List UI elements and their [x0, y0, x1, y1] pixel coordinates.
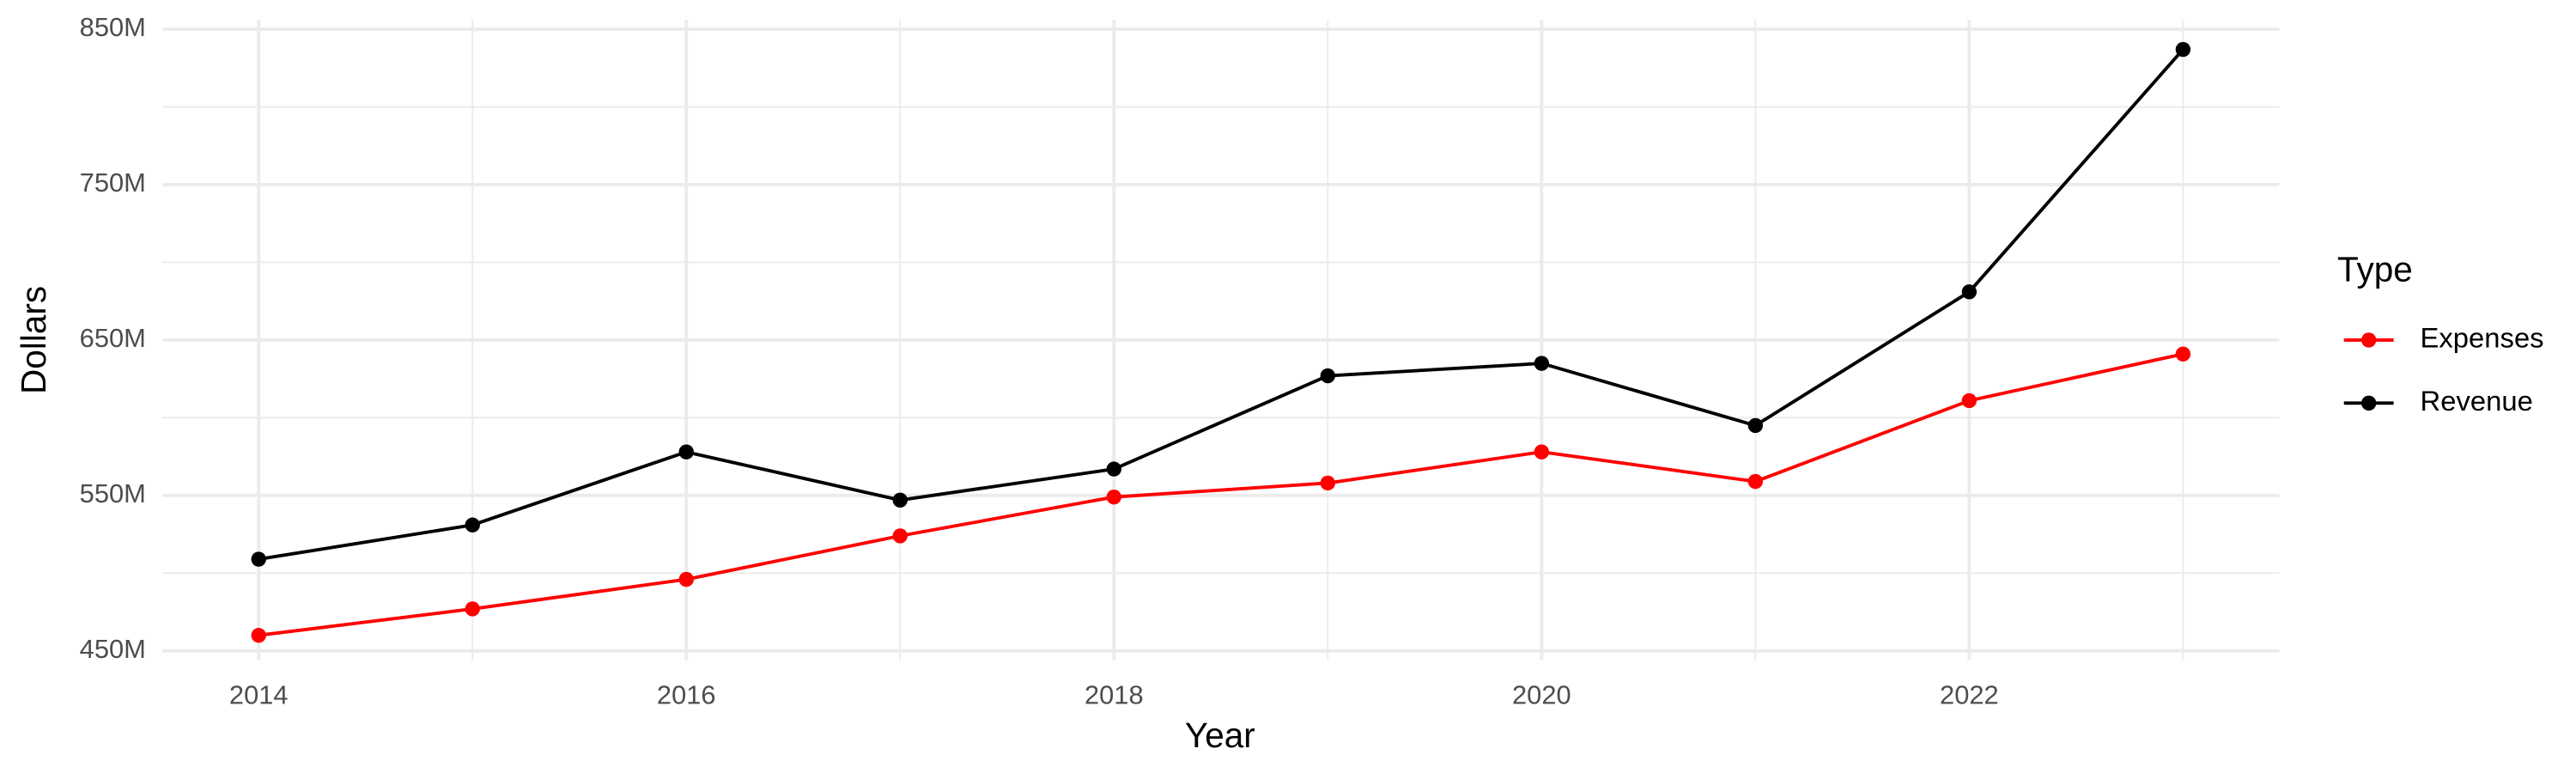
data-point — [1534, 356, 1550, 371]
legend-label: Expenses — [2421, 322, 2544, 354]
x-tick-label: 2020 — [1512, 679, 1571, 709]
data-point — [465, 517, 480, 533]
y-tick-label: 650M — [80, 323, 146, 353]
y-tick-label: 550M — [80, 478, 146, 508]
data-point — [251, 551, 266, 567]
x-tick-label: 2022 — [1940, 679, 1999, 709]
y-axis-title: Dollars — [14, 286, 53, 394]
data-point — [1320, 368, 1336, 384]
legend-marker — [2361, 395, 2377, 411]
x-tick-label: 2016 — [657, 679, 716, 709]
legend-label: Revenue — [2421, 385, 2533, 417]
y-tick-label: 850M — [80, 12, 146, 42]
data-point — [1534, 444, 1550, 460]
legend-title: Type — [2337, 249, 2413, 289]
x-tick-label: 2014 — [229, 679, 289, 709]
data-point — [1106, 489, 1121, 505]
x-axis-title: Year — [1185, 715, 1255, 755]
data-point — [892, 528, 908, 544]
y-tick-label: 450M — [80, 634, 146, 664]
data-point — [1961, 284, 1978, 300]
legend-marker — [2361, 332, 2377, 348]
data-point — [1747, 473, 1764, 490]
series-line — [258, 352, 2184, 637]
data-point — [678, 571, 694, 587]
data-point — [1320, 475, 1336, 491]
data-point — [2175, 346, 2191, 362]
x-tick-label: 2018 — [1084, 679, 1144, 709]
data-point — [465, 601, 480, 617]
data-point — [251, 628, 266, 643]
data-point — [1106, 461, 1121, 477]
data-point — [678, 444, 694, 460]
data-point — [892, 492, 908, 508]
data-point — [1747, 417, 1764, 434]
y-tick-label: 750M — [80, 167, 146, 198]
data-point — [2175, 41, 2191, 58]
series-line — [258, 48, 2184, 561]
data-point — [1961, 393, 1978, 409]
